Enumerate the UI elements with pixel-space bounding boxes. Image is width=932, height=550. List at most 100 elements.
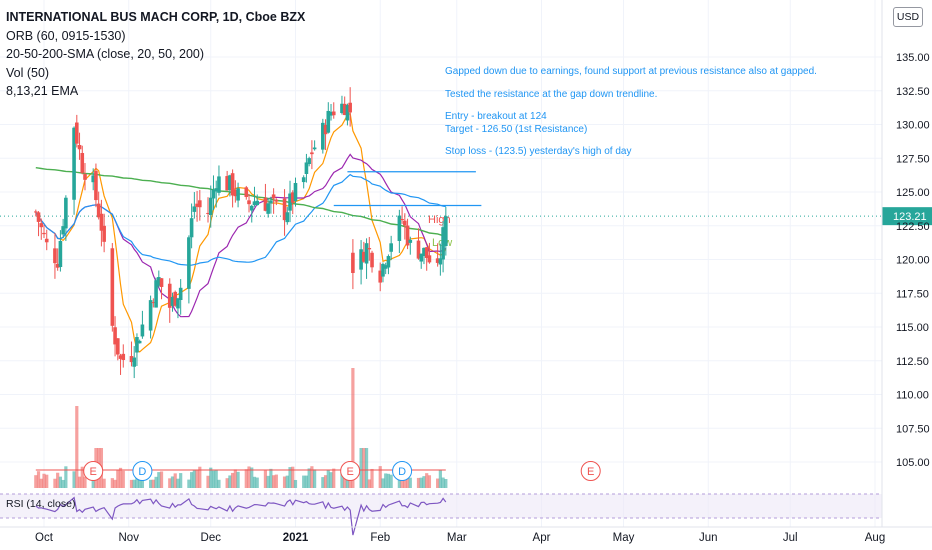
candle-body: [370, 252, 374, 268]
time-tick-label: Dec: [201, 532, 222, 544]
candle-body: [77, 144, 82, 150]
candle-body: [211, 189, 216, 199]
candle-body: [129, 356, 134, 363]
volume-bar: [42, 473, 46, 488]
candle-body: [351, 252, 355, 273]
volume-bar: [138, 475, 142, 488]
candle-body: [383, 265, 388, 269]
candle-body: [137, 340, 142, 344]
candle-body: [263, 197, 268, 211]
volume-bar: [397, 477, 401, 488]
volume-bar: [381, 478, 385, 488]
candle-body: [206, 212, 210, 214]
volume-bar: [236, 471, 240, 488]
earnings-marker: [83, 461, 104, 481]
candle-body: [435, 258, 440, 263]
dividend-marker: [132, 461, 153, 481]
candle-body: [167, 283, 172, 308]
volume-bar: [176, 478, 180, 488]
candle-body: [53, 248, 57, 264]
volume-bar: [422, 476, 426, 488]
price-tick-label: 127.50: [896, 153, 930, 165]
volume-bar: [187, 479, 191, 488]
volume-bar: [170, 476, 175, 488]
candle-body: [217, 176, 221, 193]
candle-body: [110, 248, 115, 326]
volume-bar: [400, 474, 404, 488]
candle-body: [348, 102, 352, 113]
volume-bar: [45, 474, 49, 488]
volume-bar: [364, 448, 369, 488]
candle-body: [178, 287, 183, 300]
volume-bar: [436, 478, 440, 488]
candle-body: [427, 255, 432, 263]
volume-bar: [151, 479, 155, 488]
candle-body: [121, 353, 126, 361]
volume-bar: [416, 477, 421, 488]
earnings-marker: [580, 461, 601, 481]
candle-body: [274, 199, 279, 202]
currency-button[interactable]: USD: [893, 7, 923, 27]
volume-bar: [425, 473, 429, 488]
volume-bar: [198, 466, 202, 488]
volume-bar: [405, 476, 410, 488]
candle-body: [419, 253, 424, 262]
time-tick-label: Jun: [699, 532, 718, 544]
candle-body: [99, 213, 104, 231]
candle-body: [214, 188, 219, 192]
candle-body: [236, 188, 240, 201]
volume-bar: [135, 477, 139, 488]
volume-bar: [310, 466, 314, 488]
candle-body: [135, 337, 139, 353]
volume-bar: [113, 479, 117, 488]
volume-bar: [247, 466, 251, 488]
volume-bar: [293, 479, 298, 488]
trade-notes: Gapped down due to earnings, found suppo…: [445, 66, 817, 159]
candle-body: [304, 162, 309, 174]
volume-bar: [39, 478, 43, 488]
candle-body: [340, 103, 344, 114]
volume-bar: [149, 479, 153, 488]
volume-bar: [378, 466, 382, 488]
candle-body: [140, 324, 145, 337]
volume-bar: [72, 471, 76, 488]
time-tick-label: Apr: [533, 532, 551, 544]
volume-bar: [288, 467, 292, 488]
volume-bar: [419, 477, 423, 488]
candle-body: [247, 200, 251, 205]
volume-bar: [367, 479, 371, 488]
indicator-orb[interactable]: ORB (60, 0915-1530): [6, 28, 126, 43]
candle-body: [321, 122, 325, 150]
note-line: Entry - breakout at 124: [445, 111, 547, 122]
candle-body: [444, 216, 448, 246]
indicator-sma[interactable]: 20-50-200-SMA (close, 20, 50, 200): [6, 47, 205, 61]
volume-bar: [116, 469, 120, 488]
candle-body: [438, 258, 443, 265]
candle-body: [252, 201, 257, 206]
last-price-label: 123.21: [893, 211, 927, 223]
volume-bar: [326, 470, 330, 488]
rsi-band: [0, 494, 882, 518]
volume-bar: [351, 368, 355, 488]
price-tick-label: 115.00: [896, 322, 929, 334]
volume-bar: [179, 473, 183, 488]
volume-bar: [173, 473, 177, 488]
candle-body: [55, 263, 60, 268]
candle-body: [288, 193, 292, 211]
candle-body: [151, 302, 156, 304]
time-tick-label: 2021: [283, 532, 309, 544]
indicator-ema[interactable]: 8,13,21 EMA: [6, 84, 79, 98]
candle-body: [400, 218, 404, 220]
volume-bar: [370, 468, 374, 488]
indicator-vol[interactable]: Vol (50): [6, 65, 50, 80]
event-marker-label: D: [398, 466, 406, 478]
price-tick-label: 125.00: [896, 187, 930, 199]
time-tick-label: Jul: [783, 532, 798, 544]
candle-body: [422, 247, 426, 257]
price-tick-label: 132.50: [896, 86, 930, 98]
price-tick-label: 120.00: [896, 255, 930, 267]
event-marker-label: E: [90, 466, 97, 478]
candle-body: [359, 249, 363, 270]
volume-bar: [329, 472, 333, 488]
